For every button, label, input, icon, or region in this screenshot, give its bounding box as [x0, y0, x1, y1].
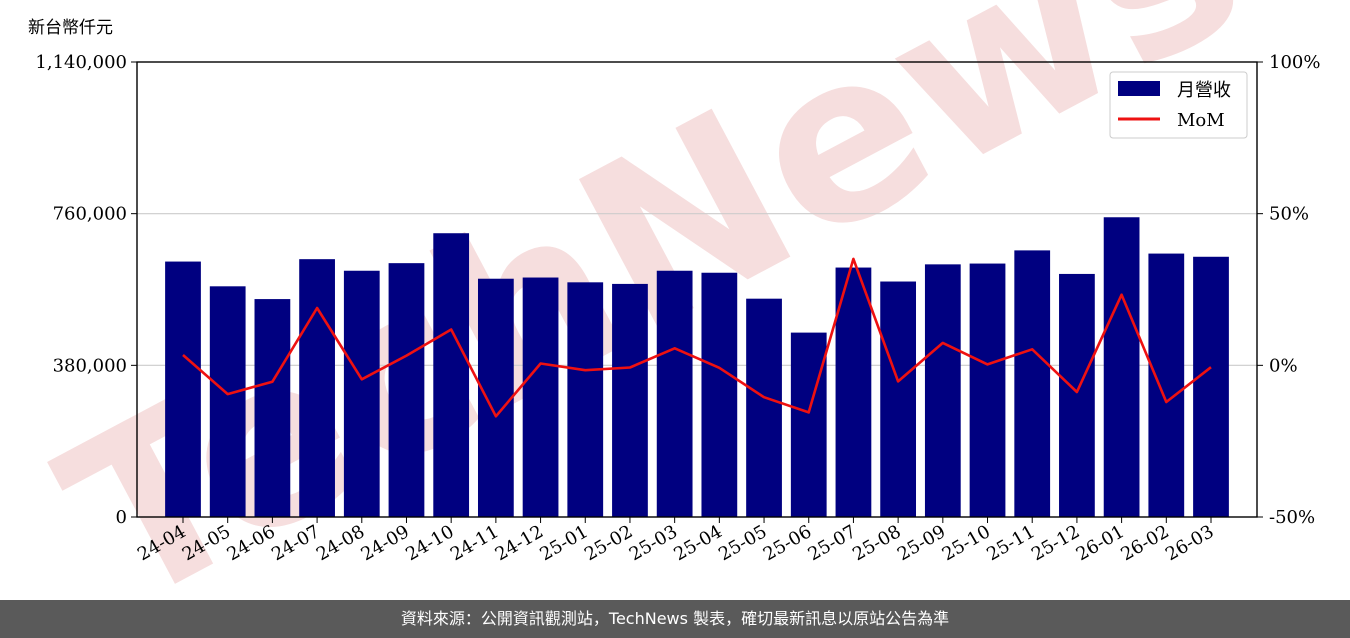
- revenue-bar: [701, 272, 738, 517]
- right-y-tick-label: -50%: [1269, 507, 1315, 528]
- y-axis-unit-label: 新台幣仟元: [28, 18, 113, 38]
- revenue-bar: [1103, 217, 1140, 517]
- x-tick-label: 25-12: [1028, 521, 1083, 565]
- revenue-bar: [433, 233, 470, 517]
- revenue-bar: [1148, 253, 1185, 517]
- legend: 月營收 MoM: [1109, 71, 1248, 139]
- bars: [165, 217, 1229, 517]
- x-tick-label: 25-09: [894, 521, 949, 565]
- x-tick-label: 25-01: [536, 521, 591, 565]
- revenue-bar: [567, 282, 604, 517]
- x-tick-label: 25-11: [983, 521, 1038, 565]
- x-tick-label: 25-10: [939, 521, 994, 565]
- revenue-bar: [656, 270, 693, 517]
- revenue-bar: [1059, 273, 1095, 517]
- revenue-bar: [746, 298, 782, 517]
- revenue-bar: [388, 263, 425, 517]
- revenue-bar: [477, 278, 514, 517]
- x-tick-label: 25-03: [626, 521, 681, 565]
- right-y-tick-label: 50%: [1269, 204, 1309, 225]
- right-y-tick-label: 0%: [1269, 355, 1298, 376]
- x-tick-label: 26-02: [1117, 521, 1172, 565]
- revenue-bar: [969, 263, 1006, 517]
- revenue-bar: [299, 259, 335, 517]
- x-tick-label: 25-08: [849, 521, 904, 565]
- right-y-axis: -50% 0% 50% 100%: [1257, 52, 1320, 528]
- revenue-bar: [1193, 256, 1229, 517]
- revenue-bar: [165, 261, 201, 517]
- x-tick-label: 25-04: [670, 521, 725, 565]
- x-tick-label: 26-01: [1073, 521, 1128, 565]
- mom-line: [182, 257, 1212, 418]
- x-tick-label: 25-02: [581, 521, 636, 565]
- revenue-bar: [254, 299, 291, 517]
- left-y-tick-label: 0: [116, 507, 127, 528]
- left-y-tick-label: 1,140,000: [35, 52, 127, 73]
- revenue-bar: [612, 283, 648, 517]
- plot-frame: [136, 61, 1258, 518]
- x-tick-label: 25-07: [804, 521, 859, 565]
- chart: TechNews 新台幣仟元 0380,000760,0001,140,000 …: [25, 0, 1320, 600]
- revenue-bar: [1014, 250, 1051, 517]
- revenue-bar: [522, 277, 559, 517]
- mom-line-layer: [182, 257, 1212, 418]
- right-y-tick-label: 100%: [1269, 52, 1320, 73]
- revenue-bar: [924, 264, 961, 517]
- revenue-bar: [835, 267, 872, 517]
- revenue-bar: [790, 332, 827, 517]
- legend-label-revenue: 月營收: [1177, 80, 1231, 101]
- revenue-bar: [880, 281, 917, 517]
- x-tick-label: 24-10: [402, 521, 457, 565]
- left-y-tick-label: 760,000: [53, 204, 127, 225]
- x-tick-label: 26-03: [1162, 521, 1217, 565]
- revenue-bar: [209, 286, 246, 517]
- left-y-axis: 0 380,000 760,000 1,140,000: [35, 52, 137, 528]
- legend-label-mom: MoM: [1177, 110, 1225, 131]
- revenue-bar: [343, 270, 380, 517]
- x-tick-label: 25-05: [715, 521, 770, 565]
- x-tick-label: 24-12: [492, 521, 547, 565]
- x-tick-label: 24-11: [447, 521, 502, 565]
- x-tick-label: 25-06: [760, 521, 815, 565]
- left-y-tick-label: 380,000: [53, 355, 127, 376]
- legend-swatch-revenue: [1118, 81, 1160, 96]
- footer-source-note: 資料來源：公開資訊觀測站，TechNews 製表，確切最新訊息以原站公告為準: [0, 600, 1350, 638]
